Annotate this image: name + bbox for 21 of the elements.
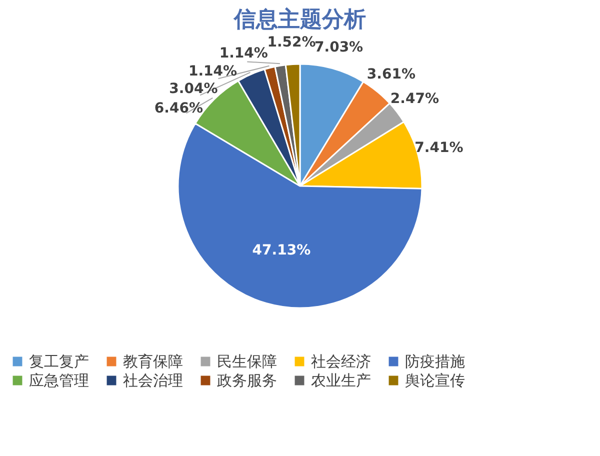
data-label: 3.61% — [366, 66, 416, 83]
data-label: 1.14% — [188, 63, 238, 80]
data-label: 1.52% — [267, 34, 316, 50]
legend-label: 农业生产 — [311, 372, 371, 390]
legend-label: 防疫措施 — [405, 352, 465, 371]
data-label: 1.14% — [219, 45, 268, 62]
data-label: 2.47% — [390, 90, 440, 107]
chart-title: 信息主题分析 — [233, 6, 366, 32]
legend-label: 政务服务 — [217, 372, 277, 390]
data-label: 6.46% — [154, 100, 203, 116]
data-label: 47.13% — [252, 242, 311, 258]
legend-label: 应急管理 — [29, 372, 89, 390]
data-label: 7.41% — [414, 140, 464, 156]
legend-label: 复工复产 — [29, 352, 89, 371]
legend-label: 民生保障 — [217, 352, 277, 371]
legend-label: 社会治理 — [123, 372, 183, 390]
legend-label: 教育保障 — [123, 352, 183, 371]
legend-label: 社会经济 — [311, 352, 371, 371]
data-label: 7.03% — [314, 39, 364, 56]
data-label: 3.04% — [169, 81, 218, 98]
legend-label: 舆论宣传 — [405, 372, 465, 390]
